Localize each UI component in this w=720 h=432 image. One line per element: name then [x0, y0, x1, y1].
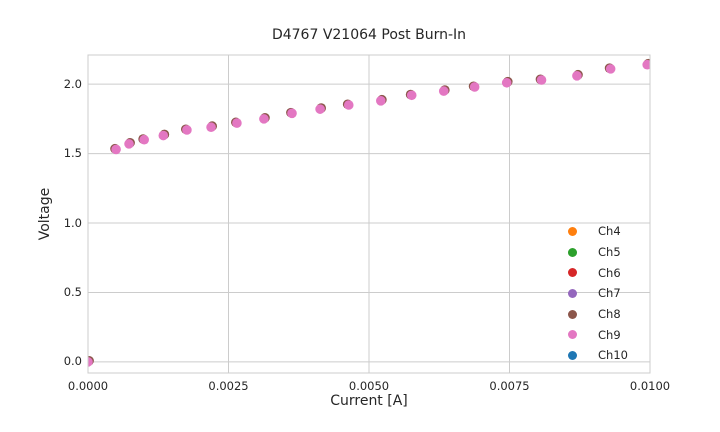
y-axis-label: Voltage: [37, 187, 53, 241]
legend-item-ch5: Ch5: [562, 242, 628, 263]
legend-item-ch9: Ch9: [562, 324, 628, 345]
data-point: [287, 108, 297, 119]
legend-label: Ch6: [598, 265, 621, 280]
ch10-marker-icon: [568, 350, 577, 360]
data-point: [158, 130, 169, 141]
data-point: [111, 144, 121, 155]
ch6-marker-icon: [568, 268, 577, 278]
y-tick-label: 0.0: [63, 354, 82, 369]
x-tick-label: 0.0075: [489, 379, 530, 393]
data-point: [88, 357, 93, 367]
legend-label: Ch9: [598, 327, 621, 342]
legend-label: Ch5: [598, 245, 621, 260]
data-point: [343, 100, 354, 110]
data-point: [206, 122, 216, 133]
legend-item-ch8: Ch8: [562, 304, 628, 325]
data-point: [501, 77, 512, 88]
y-tick-label: 2.0: [63, 76, 82, 91]
legend-item-ch10: Ch10: [562, 345, 628, 366]
legend-item-ch7: Ch7: [562, 283, 628, 304]
legend-item-ch6: Ch6: [562, 262, 628, 283]
data-point: [642, 59, 650, 70]
legend-label: Ch10: [598, 348, 628, 363]
data-point: [469, 82, 480, 92]
data-point: [124, 139, 134, 149]
data-point: [572, 71, 582, 81]
ch9-marker-icon: [568, 330, 577, 340]
x-tick-label: 0.0050: [348, 379, 390, 393]
x-axis-label: Current [A]: [330, 393, 408, 409]
data-point: [376, 96, 386, 106]
ch4-marker-icon: [568, 226, 577, 236]
y-tick-label: 1.5: [63, 146, 82, 161]
legend: Ch4 Ch5 Ch6 Ch7 Ch8 Ch9 Ch10: [562, 221, 628, 366]
ch5-marker-icon: [568, 247, 577, 257]
ch7-marker-icon: [568, 288, 577, 298]
data-point: [536, 75, 547, 85]
data-point: [406, 90, 417, 101]
data-point: [315, 104, 325, 114]
data-point: [605, 64, 616, 74]
x-tick-label: 0.0025: [208, 379, 249, 393]
legend-item-ch4: Ch4: [562, 221, 628, 242]
legend-label: Ch7: [598, 286, 621, 301]
y-tick-label: 0.5: [63, 284, 82, 299]
data-point: [438, 86, 449, 96]
legend-label: Ch8: [598, 307, 621, 322]
y-tick-label: 1.0: [63, 215, 82, 230]
x-tick-label: 0.0000: [67, 379, 109, 393]
data-point: [139, 134, 149, 145]
x-tick-label: 0.0100: [629, 379, 671, 393]
chart-title: D4767 V21064 Post Burn-In: [271, 27, 467, 43]
axes-spines: [87, 54, 651, 374]
legend-label: Ch4: [598, 224, 621, 239]
data-point: [232, 118, 242, 128]
data-point: [182, 125, 192, 135]
ch8-marker-icon: [568, 309, 577, 319]
data-point: [259, 114, 269, 124]
